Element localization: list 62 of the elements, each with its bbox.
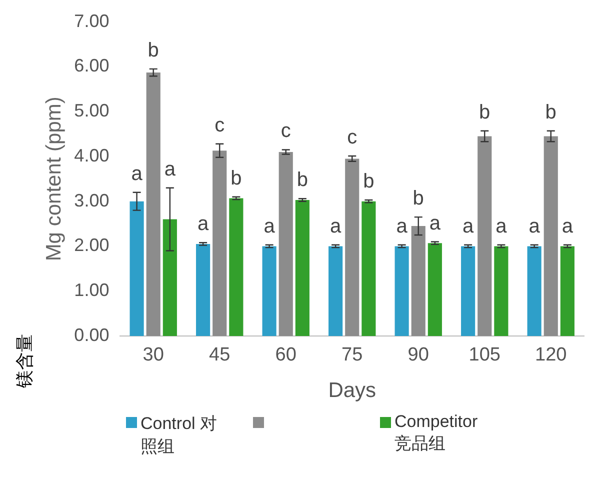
x-tick-label: 105 — [468, 344, 500, 366]
bar — [212, 150, 227, 336]
y-axis-title: Mg content (ppm) — [42, 96, 66, 262]
data-label: b — [479, 101, 490, 124]
bar — [527, 246, 542, 336]
data-label: a — [429, 212, 442, 234]
bar — [146, 72, 160, 336]
x-axis-title: Days — [328, 379, 376, 402]
bar — [494, 246, 508, 336]
y-tick-label: 2.00 — [74, 235, 110, 256]
x-tick-label: 90 — [408, 344, 429, 366]
y-tick-label: 1.00 — [74, 280, 110, 300]
data-label: a — [496, 215, 508, 238]
bar — [544, 136, 558, 336]
bar — [560, 246, 574, 336]
bar — [394, 246, 409, 336]
data-label: a — [197, 213, 210, 236]
data-label: a — [131, 162, 144, 185]
data-label: a — [164, 158, 176, 180]
bar — [162, 219, 177, 336]
data-label: b — [412, 188, 424, 210]
bar — [411, 226, 426, 336]
data-label: a — [330, 215, 342, 238]
bar — [345, 158, 360, 336]
bar — [229, 198, 244, 336]
data-label: c — [347, 126, 358, 149]
legend-label: Control 对照组 — [140, 413, 218, 458]
bar — [196, 244, 210, 336]
text: 镁含量 — [14, 334, 36, 389]
y-tick-label: 3.00 — [74, 190, 110, 210]
data-label: a — [396, 215, 408, 238]
bar — [262, 246, 276, 336]
bar — [461, 246, 476, 336]
x-tick-label: 45 — [209, 344, 230, 366]
bar — [278, 152, 293, 336]
data-label: c — [280, 120, 291, 142]
bar — [478, 136, 492, 336]
bar — [130, 201, 144, 336]
data-label: c — [214, 114, 225, 136]
data-label: a — [528, 215, 541, 238]
bar — [295, 200, 310, 336]
data-label: b — [363, 170, 374, 193]
x-tick-label: 75 — [342, 344, 363, 366]
y-tick-label: 4.00 — [74, 145, 110, 166]
data-label: b — [230, 167, 242, 190]
data-label: b — [148, 39, 159, 62]
bar — [328, 246, 343, 336]
data-label: a — [562, 215, 574, 238]
data-label: b — [545, 101, 556, 124]
y-tick-label: 0.00 — [74, 324, 110, 345]
y-tick-label: 7.00 — [74, 10, 110, 31]
x-tick-label: 30 — [142, 344, 164, 366]
data-label: a — [462, 215, 474, 238]
x-tick-label: 60 — [275, 344, 296, 366]
bar — [362, 201, 376, 336]
data-label: a — [264, 215, 276, 238]
legend-label: Competitor 竞品组 — [394, 412, 478, 455]
bar — [428, 243, 442, 336]
x-tick-label: 120 — [535, 344, 567, 366]
y-tick-label: 6.00 — [74, 56, 110, 76]
data-label: b — [296, 169, 308, 192]
y-tick-label: 5.00 — [74, 100, 110, 121]
